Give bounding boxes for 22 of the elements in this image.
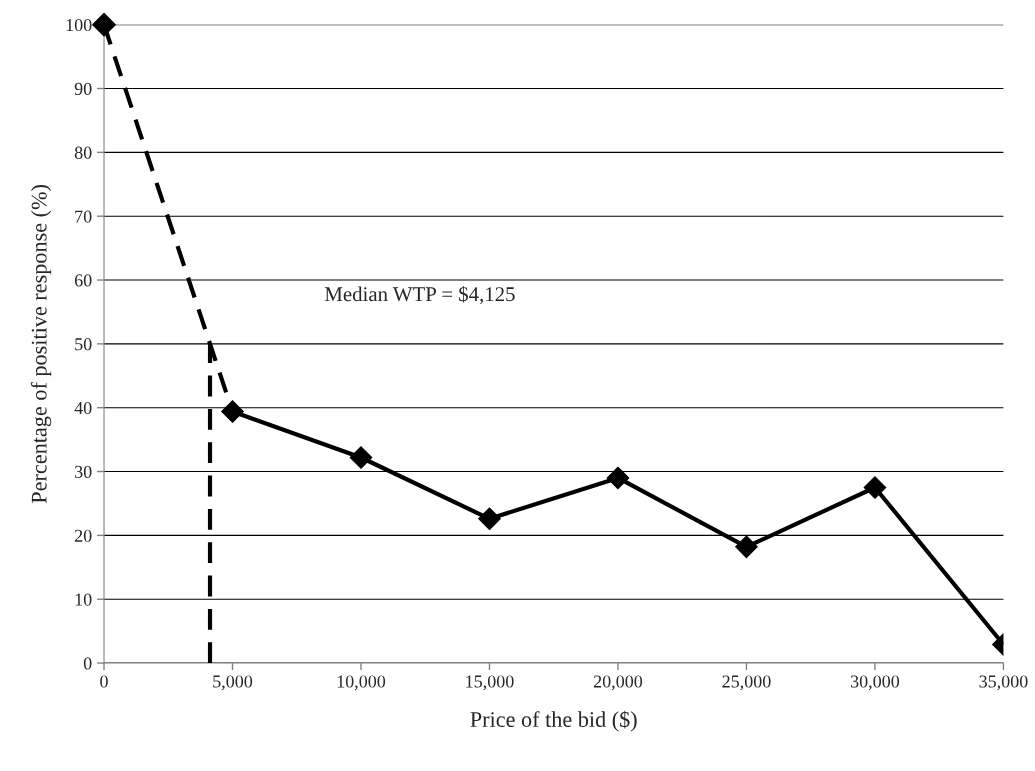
y-tick-label: 90 xyxy=(74,82,92,95)
x-tick-label: 15,000 xyxy=(466,675,514,691)
x-tick-label: 0 xyxy=(100,675,108,688)
y-tick-label: 30 xyxy=(75,465,92,478)
y-tick-label: 50 xyxy=(75,338,92,351)
y-axis-title: Percentage of positive response (%) xyxy=(30,185,52,504)
y-tick-label: 80 xyxy=(74,146,92,159)
y-tick-label: 20 xyxy=(74,529,92,542)
y-tick-label: 70 xyxy=(75,210,92,223)
x-axis-title: Price of the bid ($) xyxy=(470,710,637,732)
y-tick-label: 60 xyxy=(74,274,92,287)
y-tick-label: 10 xyxy=(75,593,92,606)
x-tick-label: 35,000 xyxy=(979,675,1028,691)
x-tick-label: 30,000 xyxy=(850,675,900,691)
x-tick-label: 25,000 xyxy=(722,675,771,691)
y-tick-label: 40 xyxy=(74,401,92,415)
x-tick-label: 5,000 xyxy=(213,675,253,691)
annotation: Median WTP = $4,125 xyxy=(324,285,515,305)
x-tick-label: 10,000 xyxy=(337,675,386,691)
y-tick-label: 100 xyxy=(66,18,92,32)
y-tick-label: 0 xyxy=(83,657,92,670)
x-tick-label: 20,000 xyxy=(593,675,643,691)
